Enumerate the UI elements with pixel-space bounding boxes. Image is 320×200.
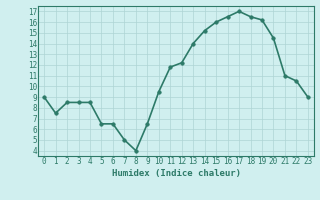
X-axis label: Humidex (Indice chaleur): Humidex (Indice chaleur) — [111, 169, 241, 178]
